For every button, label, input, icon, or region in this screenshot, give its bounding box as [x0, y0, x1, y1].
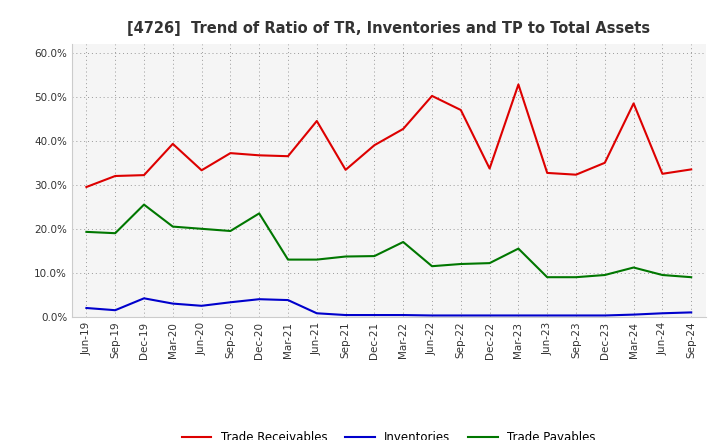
Trade Receivables	[140, 172, 148, 178]
Inventories	[399, 312, 408, 318]
Trade Payables	[197, 226, 206, 231]
Line: Trade Payables: Trade Payables	[86, 205, 691, 277]
Trade Payables	[485, 260, 494, 266]
Trade Receivables	[284, 154, 292, 159]
Inventories	[572, 313, 580, 318]
Trade Receivables	[82, 184, 91, 190]
Inventories	[140, 296, 148, 301]
Trade Receivables	[168, 141, 177, 147]
Line: Inventories: Inventories	[86, 298, 691, 315]
Inventories	[687, 310, 696, 315]
Trade Payables	[629, 265, 638, 270]
Trade Receivables	[572, 172, 580, 177]
Trade Receivables	[226, 150, 235, 156]
Trade Payables	[341, 254, 350, 259]
Trade Receivables	[399, 126, 408, 132]
Trade Payables	[399, 239, 408, 245]
Inventories	[284, 297, 292, 303]
Trade Payables	[312, 257, 321, 262]
Inventories	[658, 311, 667, 316]
Trade Payables	[370, 253, 379, 259]
Trade Receivables	[341, 167, 350, 172]
Inventories	[312, 311, 321, 316]
Inventories	[600, 313, 609, 318]
Trade Receivables	[658, 171, 667, 176]
Trade Receivables	[600, 160, 609, 165]
Trade Receivables	[687, 167, 696, 172]
Trade Payables	[82, 229, 91, 235]
Trade Receivables	[629, 101, 638, 106]
Title: [4726]  Trend of Ratio of TR, Inventories and TP to Total Assets: [4726] Trend of Ratio of TR, Inventories…	[127, 21, 650, 36]
Inventories	[428, 313, 436, 318]
Trade Payables	[140, 202, 148, 207]
Trade Receivables	[514, 82, 523, 87]
Line: Trade Receivables: Trade Receivables	[86, 84, 691, 187]
Inventories	[82, 305, 91, 311]
Inventories	[168, 301, 177, 306]
Trade Payables	[600, 272, 609, 278]
Inventories	[255, 297, 264, 302]
Inventories	[543, 313, 552, 318]
Trade Receivables	[428, 93, 436, 99]
Trade Payables	[226, 228, 235, 234]
Trade Payables	[658, 272, 667, 278]
Trade Receivables	[255, 153, 264, 158]
Inventories	[197, 303, 206, 308]
Inventories	[111, 308, 120, 313]
Trade Payables	[111, 231, 120, 236]
Trade Payables	[543, 275, 552, 280]
Trade Receivables	[456, 107, 465, 113]
Inventories	[341, 312, 350, 318]
Trade Payables	[456, 261, 465, 267]
Inventories	[370, 312, 379, 318]
Trade Receivables	[543, 170, 552, 176]
Trade Payables	[428, 264, 436, 269]
Inventories	[226, 300, 235, 305]
Trade Receivables	[485, 166, 494, 171]
Legend: Trade Receivables, Inventories, Trade Payables: Trade Receivables, Inventories, Trade Pa…	[177, 426, 600, 440]
Inventories	[629, 312, 638, 317]
Trade Receivables	[312, 118, 321, 124]
Trade Payables	[284, 257, 292, 262]
Trade Receivables	[111, 173, 120, 179]
Trade Payables	[514, 246, 523, 251]
Inventories	[456, 313, 465, 318]
Trade Payables	[255, 211, 264, 216]
Trade Receivables	[370, 143, 379, 148]
Inventories	[485, 313, 494, 318]
Trade Receivables	[197, 168, 206, 173]
Inventories	[514, 313, 523, 318]
Trade Payables	[687, 275, 696, 280]
Trade Payables	[168, 224, 177, 229]
Trade Payables	[572, 275, 580, 280]
